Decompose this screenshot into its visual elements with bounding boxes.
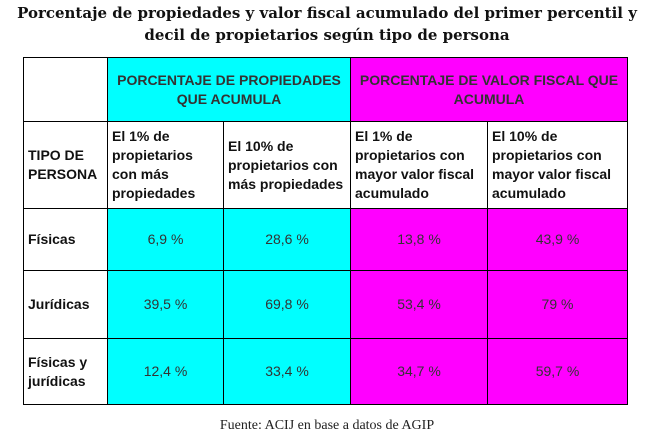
- empty-corner-cell: [23, 57, 108, 122]
- value-cell: 53,4 %: [350, 270, 488, 339]
- value-cell: 12,4 %: [107, 338, 224, 405]
- row-label: Físicas: [23, 208, 108, 271]
- value-cell: 28,6 %: [223, 208, 351, 271]
- row-header-label: TIPO DE PERSONA: [23, 121, 108, 209]
- table-row: Físicas y jurídicas 12,4 % 33,4 % 34,7 %…: [23, 338, 629, 405]
- value-cell: 69,8 %: [223, 270, 351, 339]
- value-cell: 59,7 %: [486, 338, 629, 405]
- group-header-fiscal: PORCENTAJE DE VALOR FISCAL QUE ACUMULA: [349, 57, 629, 122]
- row-label: Físicas y jurídicas: [23, 338, 108, 405]
- table-title: Porcentaje de propiedades y valor fiscal…: [17, 4, 637, 44]
- column-header: El 1% de propietarios con más propiedade…: [107, 121, 224, 209]
- column-header: El 10% de propietarios con más propiedad…: [223, 121, 351, 209]
- value-cell: 6,9 %: [107, 208, 224, 271]
- table-row: Físicas 6,9 % 28,6 % 13,8 % 43,9 %: [23, 208, 629, 271]
- value-cell: 43,9 %: [486, 208, 629, 271]
- column-header: El 1% de propietarios con mayor valor fi…: [350, 121, 488, 209]
- source-caption: Fuente: ACIJ en base a datos de AGIP: [219, 418, 435, 433]
- table-row: Jurídicas 39,5 % 69,8 % 53,4 % 79 %: [23, 270, 629, 339]
- value-cell: 34,7 %: [350, 338, 488, 405]
- value-cell: 33,4 %: [223, 338, 351, 405]
- data-table: PORCENTAJE DE PROPIEDADES QUE ACUMULA PO…: [23, 57, 629, 405]
- row-label: Jurídicas: [23, 270, 108, 339]
- column-header: El 10% de propietarios con mayor valor f…: [486, 121, 629, 209]
- value-cell: 79 %: [486, 270, 629, 339]
- value-cell: 39,5 %: [107, 270, 224, 339]
- group-header-properties: PORCENTAJE DE PROPIEDADES QUE ACUMULA: [107, 57, 351, 122]
- value-cell: 13,8 %: [350, 208, 488, 271]
